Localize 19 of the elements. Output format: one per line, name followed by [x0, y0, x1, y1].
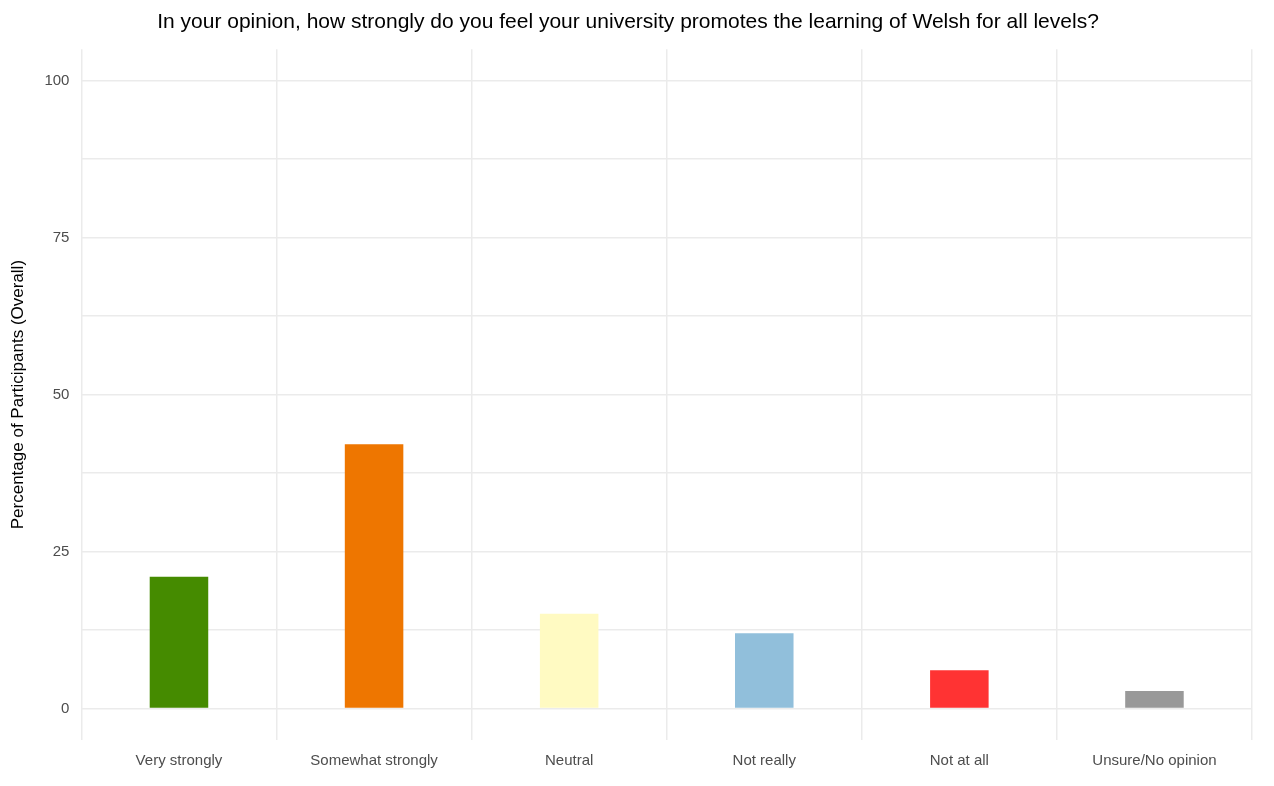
bar — [735, 633, 794, 708]
x-tick-label: Not really — [732, 751, 797, 769]
y-axis-title: Percentage of Participants (Overall) — [7, 259, 27, 530]
x-tick-label: Unsure/No opinion — [1092, 751, 1217, 769]
y-tick-label: 100 — [44, 70, 70, 88]
bar — [344, 444, 404, 708]
y-tick-label: 50 — [52, 384, 70, 402]
bar — [1125, 691, 1184, 708]
bar — [539, 613, 599, 708]
bar — [149, 576, 209, 708]
chart-title: In your opinion, how strongly do you feel your university promotes the learning of Welsh for all levels? — [157, 9, 1099, 33]
x-tick-label: Very strongly — [135, 751, 223, 769]
x-tick-label: Neutral — [544, 751, 594, 769]
y-tick-label: 25 — [52, 541, 70, 559]
y-tick-label: 75 — [52, 227, 70, 245]
x-tick-label: Not at all — [929, 751, 989, 769]
y-tick-label: 0 — [61, 698, 70, 716]
x-tick-label: Somewhat strongly — [310, 751, 439, 769]
bar — [930, 670, 989, 708]
